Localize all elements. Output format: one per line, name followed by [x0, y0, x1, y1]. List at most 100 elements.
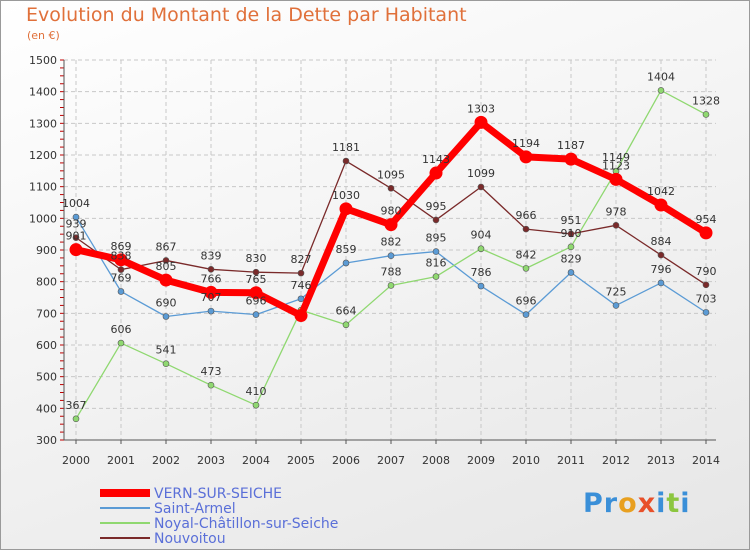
- y-tick-label: 1400: [29, 86, 57, 99]
- data-point-saint-armel: [252, 311, 260, 318]
- data-label-noyal-chatillon-sur-seiche: 1404: [647, 70, 675, 83]
- data-label-nouvoitou: 838: [111, 250, 132, 263]
- x-tick-label: 2001: [107, 454, 135, 467]
- data-label-noyal-chatillon-sur-seiche: 606: [111, 323, 132, 336]
- legend-label: Noyal-Châtillon-sur-Seiche: [154, 516, 338, 532]
- x-tick-label: 2013: [647, 454, 675, 467]
- data-point-vern-sur-seiche: [564, 152, 578, 166]
- data-point-nouvoitou: [432, 216, 440, 224]
- x-tick-label: 2005: [287, 454, 315, 467]
- data-label-nouvoitou: 884: [651, 235, 672, 248]
- logo-letter: x: [637, 488, 657, 519]
- data-label-vern-sur-seiche: 1143: [422, 153, 450, 166]
- x-tick-label: 2010: [512, 454, 540, 467]
- data-point-noyal-chatillon-sur-seiche: [702, 111, 710, 118]
- data-point-saint-armel: [567, 269, 575, 276]
- data-point-saint-armel: [342, 259, 350, 267]
- data-label-noyal-chatillon-sur-seiche: 410: [246, 385, 267, 398]
- data-label-noyal-chatillon-sur-seiche: 541: [156, 344, 177, 357]
- data-label-nouvoitou: 1181: [332, 141, 360, 154]
- data-label-nouvoitou: 827: [291, 253, 312, 266]
- logo-letter: i: [680, 488, 691, 519]
- legend-label: VERN-SUR-SEICHE: [154, 486, 282, 502]
- series-layer: [69, 87, 713, 423]
- data-label-nouvoitou: 867: [156, 240, 177, 253]
- data-label-saint-armel: 769: [111, 271, 132, 284]
- y-tick-label: 1300: [29, 117, 57, 130]
- data-label-vern-sur-seiche: 1303: [467, 102, 495, 115]
- data-point-noyal-chatillon-sur-seiche: [207, 381, 215, 389]
- data-point-noyal-chatillon-sur-seiche: [162, 360, 170, 367]
- data-point-nouvoitou: [612, 222, 620, 229]
- x-tick-label: 2011: [557, 454, 585, 467]
- data-label-saint-armel: 882: [381, 236, 402, 249]
- data-point-nouvoitou: [702, 281, 710, 289]
- data-label-noyal-chatillon-sur-seiche: 1149: [602, 151, 630, 164]
- x-tick-label: 2014: [692, 454, 720, 467]
- data-point-noyal-chatillon-sur-seiche: [522, 265, 530, 272]
- data-point-noyal-chatillon-sur-seiche: [657, 87, 665, 94]
- data-label-noyal-chatillon-sur-seiche: 910: [561, 227, 582, 240]
- data-point-saint-armel: [297, 295, 305, 303]
- data-point-noyal-chatillon-sur-seiche: [432, 273, 440, 280]
- data-label-vern-sur-seiche: 954: [696, 213, 717, 226]
- data-point-vern-sur-seiche: [69, 243, 83, 257]
- y-tick-label: 1000: [29, 212, 57, 225]
- data-point-nouvoitou: [387, 184, 395, 192]
- x-tick-label: 2002: [152, 454, 180, 467]
- data-point-noyal-chatillon-sur-seiche: [252, 401, 260, 409]
- data-label-vern-sur-seiche: 1187: [557, 139, 585, 152]
- data-point-vern-sur-seiche: [609, 172, 623, 186]
- data-label-saint-armel: 703: [696, 292, 717, 305]
- data-point-vern-sur-seiche: [429, 166, 443, 180]
- y-tick-label: 300: [36, 434, 57, 447]
- data-point-saint-armel: [612, 302, 620, 309]
- data-label-nouvoitou: 966: [516, 209, 537, 222]
- data-label-nouvoitou: 939: [66, 218, 87, 231]
- data-label-saint-armel: 707: [201, 291, 222, 304]
- data-point-saint-armel: [657, 279, 665, 287]
- data-point-vern-sur-seiche: [294, 309, 308, 323]
- data-label-vern-sur-seiche: 869: [111, 240, 132, 253]
- data-point-vern-sur-seiche: [654, 198, 668, 212]
- data-point-nouvoitou: [657, 251, 665, 259]
- data-point-nouvoitou: [522, 225, 530, 233]
- data-label-noyal-chatillon-sur-seiche: 664: [336, 305, 357, 318]
- data-point-vern-sur-seiche: [474, 115, 488, 129]
- data-point-nouvoitou: [477, 183, 485, 191]
- data-label-saint-armel: 696: [246, 295, 267, 308]
- data-label-vern-sur-seiche: 901: [66, 230, 87, 243]
- data-label-vern-sur-seiche: 1042: [647, 185, 675, 198]
- data-point-vern-sur-seiche: [384, 218, 398, 232]
- data-label-noyal-chatillon-sur-seiche: 904: [471, 229, 492, 242]
- legend: VERN-SUR-SEICHESaint-ArmelNoyal-Châtillo…: [100, 486, 338, 547]
- data-label-vern-sur-seiche: 1123: [602, 159, 630, 172]
- legend-label: Saint-Armel: [154, 501, 236, 517]
- x-tick-label: 2003: [197, 454, 225, 467]
- unit-label: (en €): [27, 29, 60, 42]
- data-point-saint-armel: [207, 307, 215, 315]
- y-tick-label: 500: [36, 371, 57, 384]
- legend-label: Nouvoitou: [154, 531, 226, 547]
- data-labels: 1004 769 690 707 696 746 859 882 895 786 696 829 725…: [62, 70, 720, 411]
- logo-letter: P: [583, 488, 604, 519]
- data-label-nouvoitou: 839: [201, 249, 222, 262]
- y-tick-label: 1200: [29, 149, 57, 162]
- data-label-noyal-chatillon-sur-seiche: 367: [66, 399, 87, 412]
- data-label-noyal-chatillon-sur-seiche: 842: [516, 248, 537, 261]
- data-label-noyal-chatillon-sur-seiche: 1328: [692, 94, 720, 107]
- proxiti-logo: Proxiti: [583, 488, 691, 519]
- data-label-saint-armel: 829: [561, 252, 582, 265]
- data-point-saint-armel: [117, 288, 125, 295]
- data-point-saint-armel: [702, 309, 710, 316]
- data-label-nouvoitou: 978: [606, 205, 627, 218]
- y-tick-label: 800: [36, 276, 57, 289]
- x-tick-label: 2000: [62, 454, 90, 467]
- data-label-saint-armel: 859: [336, 243, 357, 256]
- data-point-noyal-chatillon-sur-seiche: [567, 243, 575, 251]
- data-point-vern-sur-seiche: [339, 202, 353, 216]
- data-label-saint-armel: 690: [156, 297, 177, 310]
- data-point-nouvoitou: [342, 157, 350, 165]
- logo-letter: o: [618, 488, 638, 519]
